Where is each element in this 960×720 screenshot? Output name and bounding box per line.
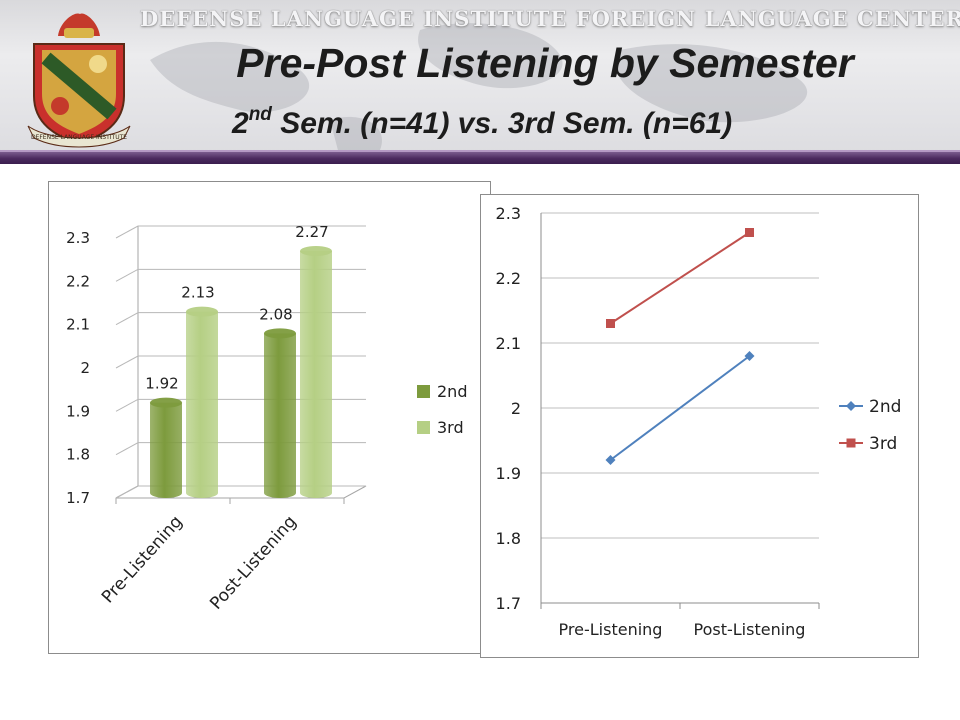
x-category-label: Post-Listening (694, 620, 806, 639)
series-line (609, 231, 751, 325)
y-tick-label: 1.8 (496, 529, 521, 548)
bar-data-label: 2.13 (181, 284, 214, 302)
dli-crest-logo: DEFENSE LANGUAGE INSTITUTE (27, 13, 131, 148)
bar-top (300, 246, 332, 256)
slide-title: Pre-Post Listening by Semester (236, 40, 854, 86)
bar-data-label: 1.92 (145, 375, 178, 393)
x-category-label: Pre-Listening (98, 512, 187, 607)
bar-top (264, 328, 296, 339)
bar-body (264, 333, 296, 498)
bar-body (150, 402, 182, 498)
bar-body (186, 311, 218, 498)
line-chart-panel: 1.7 1.8 1.9 2 2.1 2.2 2.3 Pre-Listening Post-Lis… (480, 194, 919, 658)
banner-divider-bar (0, 152, 960, 164)
data-point (745, 228, 754, 237)
banner (0, 0, 960, 158)
legend-label: 3rd (437, 418, 464, 437)
institution-header: DEFENSE LANGUAGE INSTITUTE FOREIGN LANGU… (140, 6, 960, 31)
y-tick-label: 1.7 (496, 594, 521, 613)
banner-highlight-line (0, 150, 960, 153)
bar-data-label: 2.08 (259, 305, 292, 323)
bar-chart: 1.71.81.922.12.22.31.922.13Pre-Listening… (66, 223, 467, 614)
bar-top (150, 397, 182, 408)
legend-label: 3rd (869, 434, 897, 454)
y-tick-label: 2.1 (496, 334, 521, 353)
svg-text:DEFENSE LANGUAGE INSTITUTE: DEFENSE LANGUAGE INSTITUTE (31, 134, 127, 141)
y-tick-label: 2 (511, 399, 521, 418)
gridline (115, 225, 366, 239)
y-tick-label: 2.3 (66, 229, 90, 247)
data-point (744, 351, 755, 361)
legend-label: 2nd (869, 397, 901, 417)
bar-data-label: 2.27 (295, 223, 328, 241)
gridline (115, 268, 366, 282)
y-tick-label: 1.8 (66, 446, 90, 464)
y-tick-label: 1.9 (496, 464, 521, 483)
x-category-label: Pre-Listening (559, 620, 663, 639)
legend-swatch (417, 421, 430, 434)
series-line (609, 355, 751, 461)
y-tick-label: 2 (80, 359, 90, 377)
x-category-label: Post-Listening (206, 512, 300, 614)
bar-chart-panel: 1.7 1.8 1.9 2 2.1 2.2 2.3 1.92 2.13 Pre-Listening… (48, 181, 491, 654)
world-map-background (150, 23, 808, 158)
subtitle-superscript: nd (248, 104, 272, 125)
gridline (115, 312, 366, 326)
y-tick-label: 1.7 (66, 489, 90, 507)
bar-body (300, 251, 332, 498)
legend-marker (846, 401, 856, 411)
y-tick-label: 2.3 (496, 204, 521, 223)
legend-label: 2nd (437, 382, 467, 401)
line-chart: 1.7 1.8 1.9 2 2.1 2.2 2.3 Pre-Listening Post-Lis… (496, 204, 902, 639)
y-tick-label: 1.9 (66, 402, 90, 420)
slide-subtitle: 2nd Sem. (n=41) vs. 3rd Sem. (n=61) (232, 104, 932, 141)
y-tick-label: 2.2 (496, 269, 521, 288)
y-tick-label: 2.2 (66, 272, 90, 290)
data-point (606, 319, 615, 328)
data-point (605, 455, 616, 465)
y-tick-label: 2.1 (66, 316, 90, 334)
legend-swatch (417, 385, 430, 398)
subtitle-ordinal: 2 (232, 107, 249, 140)
bar-top (186, 306, 218, 317)
legend-marker (846, 438, 856, 448)
subtitle-rest: Sem. (n=41) vs. 3rd Sem. (n=61) (271, 107, 733, 140)
